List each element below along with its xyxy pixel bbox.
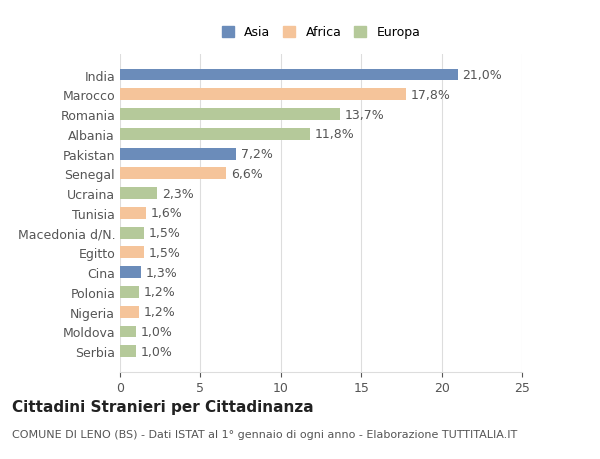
Bar	[120, 306, 139, 318]
Bar	[120, 207, 146, 219]
Bar	[120, 286, 139, 298]
Text: Cittadini Stranieri per Cittadinanza: Cittadini Stranieri per Cittadinanza	[12, 399, 314, 414]
Text: 1,0%: 1,0%	[141, 325, 173, 338]
Text: 1,2%: 1,2%	[144, 286, 176, 299]
Text: 1,2%: 1,2%	[144, 306, 176, 319]
Text: 1,5%: 1,5%	[149, 227, 181, 240]
Text: 2,3%: 2,3%	[162, 187, 194, 200]
Bar	[120, 148, 236, 160]
Text: 13,7%: 13,7%	[345, 108, 385, 121]
Bar	[120, 188, 157, 200]
Text: 11,8%: 11,8%	[314, 128, 355, 141]
Text: 1,0%: 1,0%	[141, 345, 173, 358]
Text: 1,6%: 1,6%	[151, 207, 182, 220]
Text: 21,0%: 21,0%	[463, 69, 502, 82]
Bar	[120, 227, 144, 239]
Text: 1,5%: 1,5%	[149, 246, 181, 259]
Bar	[120, 89, 406, 101]
Text: 17,8%: 17,8%	[411, 89, 451, 101]
Legend: Asia, Africa, Europa: Asia, Africa, Europa	[215, 20, 427, 45]
Bar	[120, 69, 458, 81]
Text: 6,6%: 6,6%	[231, 168, 263, 180]
Bar	[120, 346, 136, 358]
Bar	[120, 168, 226, 180]
Bar	[120, 247, 144, 259]
Text: 1,3%: 1,3%	[146, 266, 178, 279]
Bar	[120, 326, 136, 338]
Bar	[120, 129, 310, 140]
Text: COMUNE DI LENO (BS) - Dati ISTAT al 1° gennaio di ogni anno - Elaborazione TUTTI: COMUNE DI LENO (BS) - Dati ISTAT al 1° g…	[12, 429, 517, 439]
Bar	[120, 267, 141, 279]
Text: 7,2%: 7,2%	[241, 148, 272, 161]
Bar	[120, 109, 340, 121]
